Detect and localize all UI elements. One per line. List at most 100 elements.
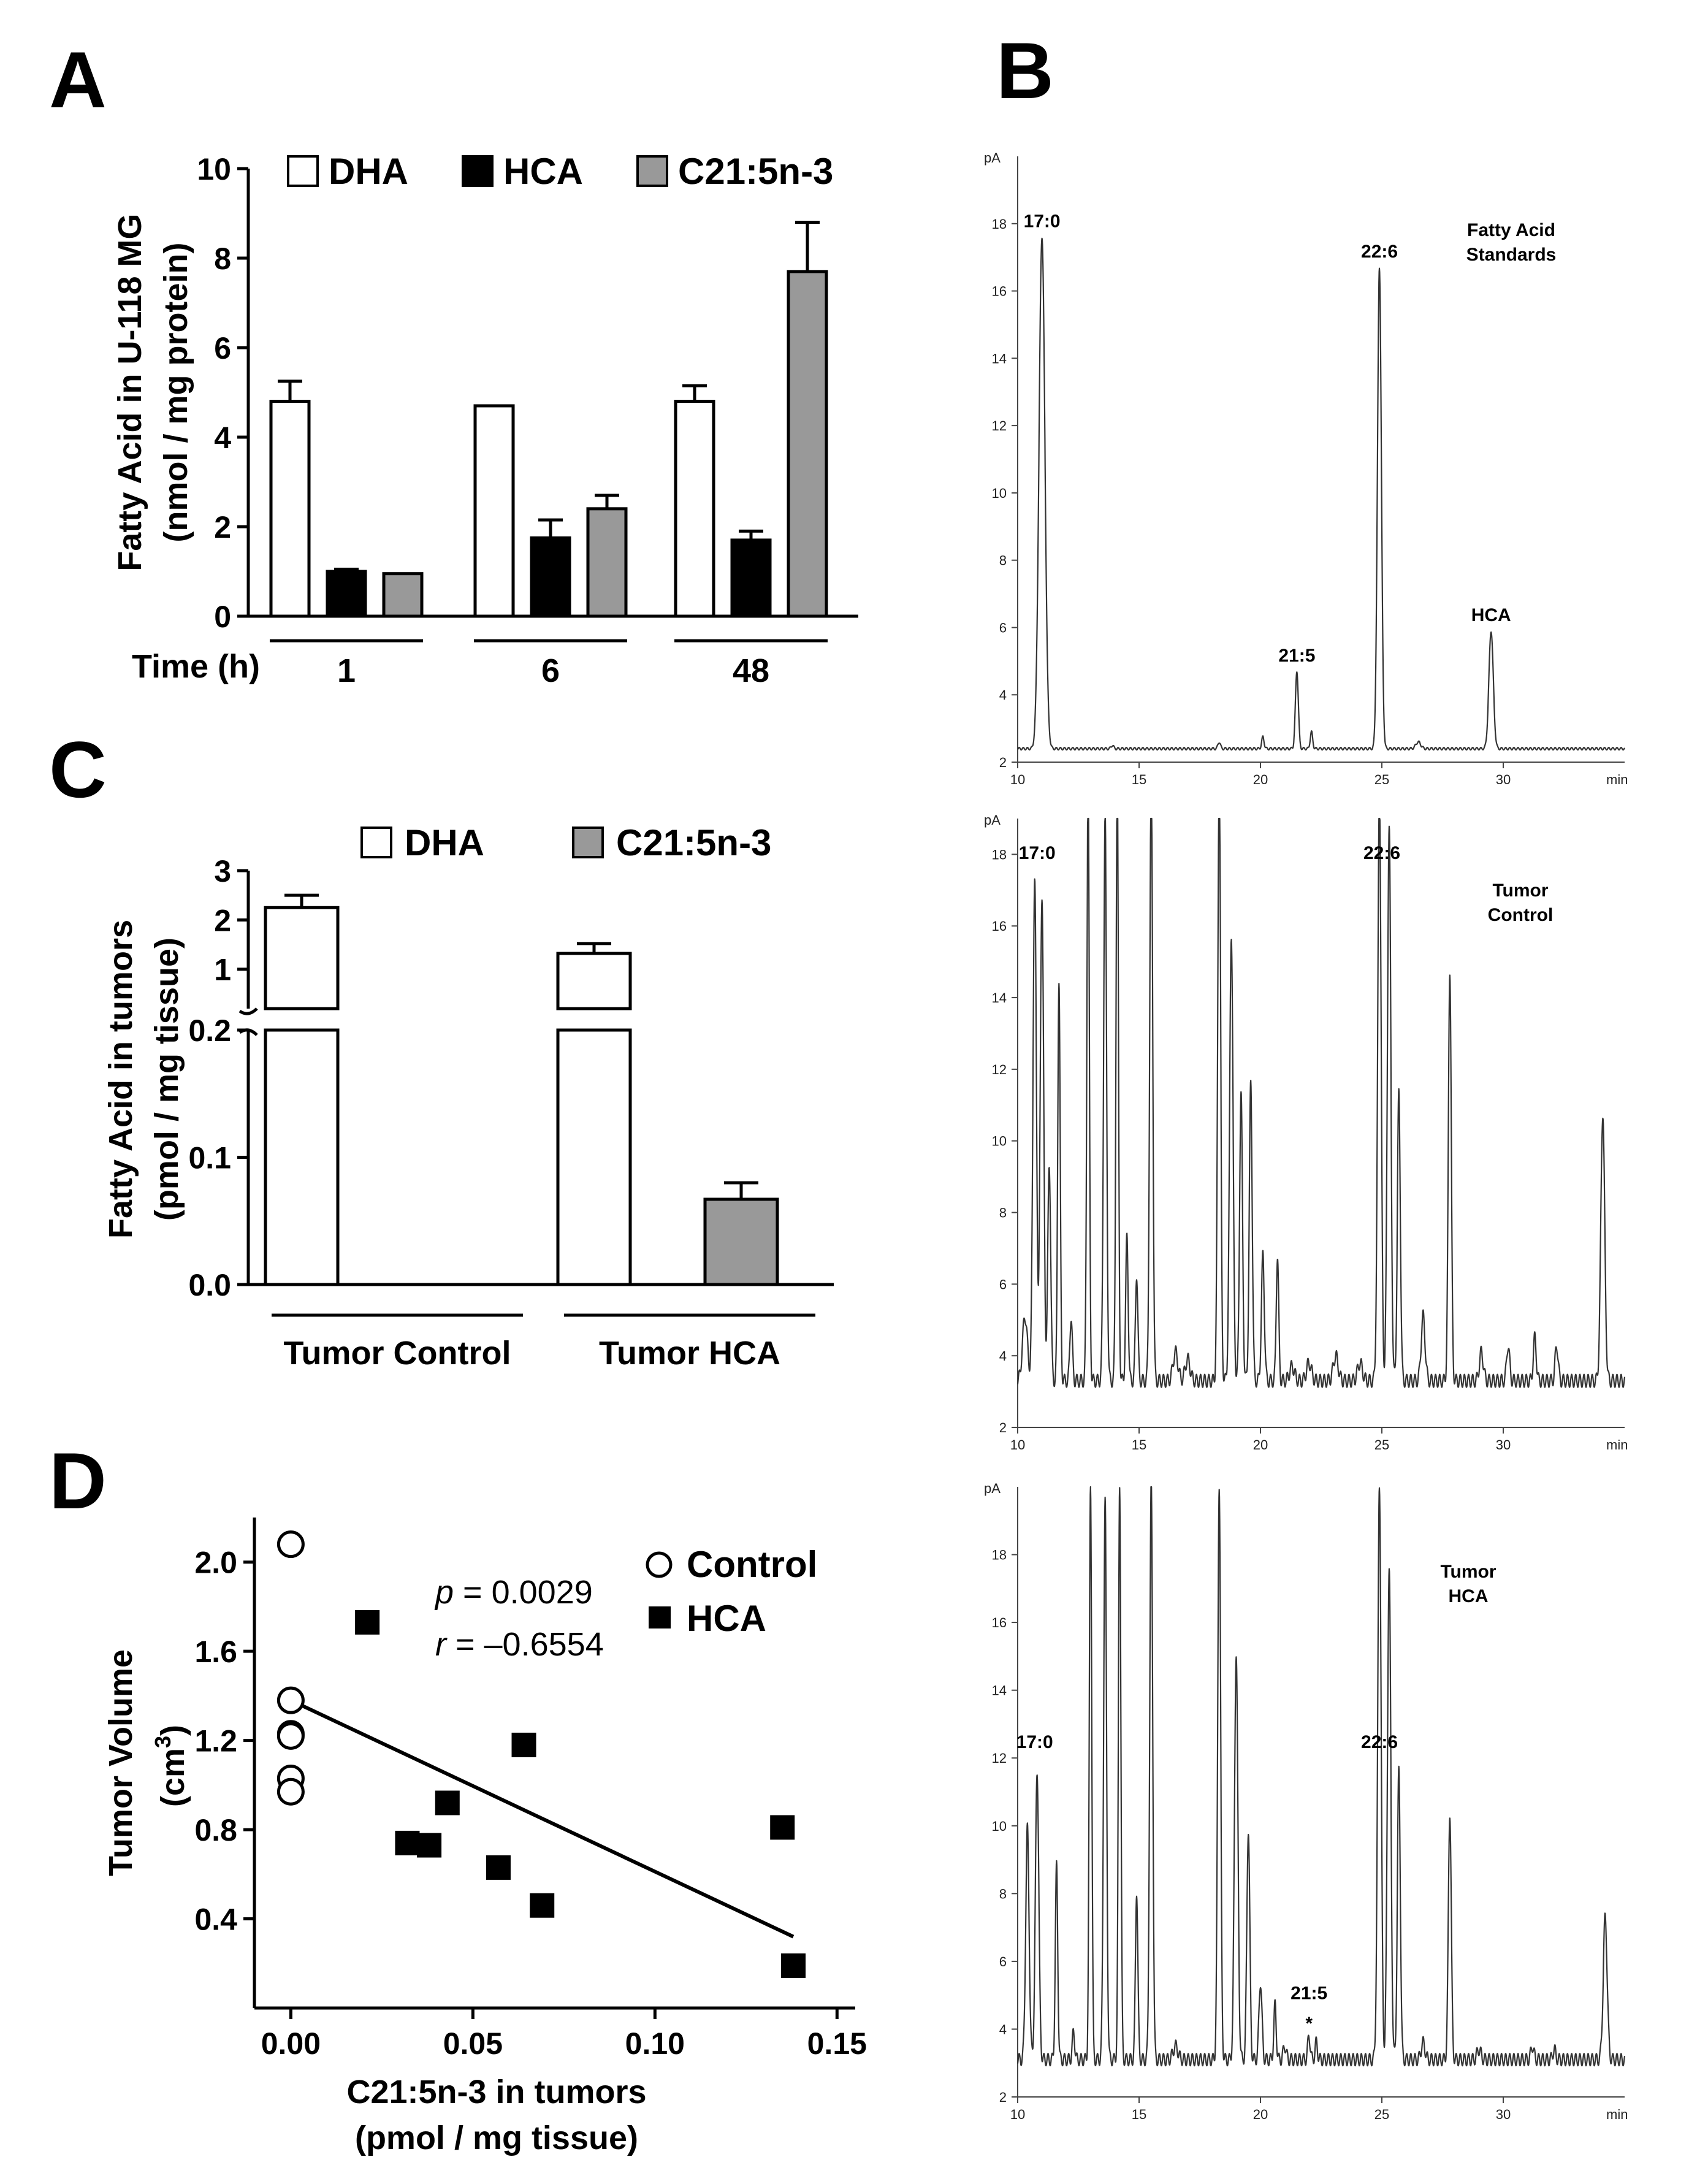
data-point-hca [435,1790,460,1816]
y-tick-label: 16 [992,918,1007,934]
panel-label-c: C [49,725,107,814]
chart-panel-b: 2 4 6 8 10 12 14 16 18 pA 10 15 20 25 30 min 17:0 21:5 22:… [984,150,1628,2122]
axis-break-mark [238,1007,258,1015]
y-axis-title: Fatty Acid in U-118 MG [112,213,148,571]
y-tick-label: 14 [992,990,1007,1006]
y-tick-label: 12 [992,1751,1007,1766]
y-axis-unit-part: (cm [154,1748,191,1807]
panel-label-b: B [996,26,1054,115]
r-value: = –0.6554 [446,1626,604,1663]
chromatogram: 2 4 6 8 10 12 14 16 18 pA 10 15 20 25 30 min 17:0 22:6 21:… [984,1481,1628,2122]
r-value-stat: r = –0.6554 [435,1626,604,1663]
y-tick-label: 2 [999,755,1007,770]
peak-label: 22:6 [1363,843,1400,863]
y-tick-label: 10 [992,486,1007,501]
y-tick-label: 2 [214,903,231,937]
x-tick-label: 20 [1253,1437,1268,1453]
legend-marker-control [646,1551,673,1578]
chromatogram-title: Tumor [1492,880,1548,901]
y-tick-label: 4 [999,2022,1007,2037]
y-tick-label: 12 [992,1062,1007,1077]
y-tick-label: 1 [214,953,231,987]
y-tick-label: 8 [999,1886,1007,1901]
data-point-control [276,1530,305,1559]
data-point-control [276,1722,305,1750]
data-point-hca [486,1855,511,1880]
chromatogram: 2 4 6 8 10 12 14 16 18 pA 10 15 20 25 30 min 17:0 21:5 22:… [984,150,1628,787]
y-tick-label: 10 [992,1134,1007,1149]
chromatogram-trace [1017,237,1625,751]
y-tick-label: 16 [992,284,1007,299]
bar [787,270,828,618]
peak-label: * [1305,2014,1313,2034]
y-tick-label: 2 [214,510,231,544]
legend-label: HCA [503,151,583,192]
chromatogram-title: Standards [1466,245,1557,265]
y-tick-label: 18 [992,1548,1007,1563]
legend-label: C21:5n-3 [678,151,833,192]
x-axis-unit: min [1606,772,1628,787]
peak-label: 21:5 [1278,646,1315,666]
y-axis-unit-superscript: 3 [150,1736,175,1748]
y-tick-label: 0.2 [188,1014,231,1048]
y-axis-unit: pA [984,150,1001,166]
y-tick-label: 8 [999,1205,1007,1221]
y-tick-label: 6 [999,620,1007,635]
y-axis-title: Fatty Acid in tumors [102,920,139,1239]
y-tick-label: 0.1 [188,1141,231,1175]
data-point-hca [395,1830,420,1855]
data-point-hca [781,1953,806,1978]
bar-lower-segment [264,1028,340,1286]
bar [730,538,772,618]
y-tick-label: 10 [197,152,231,186]
bar [473,404,515,618]
x-tick-label: 0.10 [625,2026,685,2061]
x-category-label: 1 [337,652,356,689]
x-axis-unit: min [1606,2107,1628,2122]
bar [703,1197,779,1286]
legend-label: DHA [405,822,484,863]
y-tick-label: 0.4 [194,1903,237,1937]
legend-swatch [360,827,392,858]
x-tick-label: 0.15 [807,2026,867,2061]
peak-label: HCA [1471,605,1511,625]
x-category-label: Tumor HCA [599,1335,780,1372]
x-category-label: 6 [541,652,560,689]
data-point-hca [417,1833,442,1858]
x-category-label: 48 [733,652,769,689]
y-tick-label: 16 [992,1615,1007,1630]
y-tick-label: 4 [214,421,231,455]
y-tick-label: 4 [999,687,1007,703]
x-axis-title: Time (h) [132,648,260,685]
data-point-control [276,1686,305,1714]
p-value: = 0.0029 [454,1574,593,1611]
y-tick-label: 4 [999,1348,1007,1364]
peak-label: 21:5 [1291,1983,1327,2003]
regression-line [290,1698,795,1939]
y-tick-label: 6 [999,1277,1007,1292]
data-point-hca [355,1609,380,1635]
bar-upper-segment [264,906,340,1010]
peak-label: 22:6 [1361,1732,1398,1752]
legend-label: C21:5n-3 [616,822,771,863]
legend-marker-hca [649,1606,671,1628]
x-tick-label: 10 [1010,2107,1025,2122]
legend-swatch [287,155,319,187]
peak-label: 22:6 [1361,242,1398,262]
bar [382,572,424,618]
chromatogram-title: Fatty Acid [1467,220,1555,240]
peak-label: 17:0 [1024,212,1061,232]
data-point-hca [530,1893,555,1918]
y-tick-label: 0.0 [188,1268,231,1302]
y-tick-label: 14 [992,1683,1007,1698]
x-tick-label: 10 [1010,772,1025,787]
legend-swatch [636,155,668,187]
y-axis-unit: pA [984,1481,1001,1496]
y-tick-label: 12 [992,418,1007,433]
panel-label-d: D [49,1436,107,1525]
bar [674,400,715,618]
y-tick-label: 18 [992,847,1007,862]
bar [586,507,628,618]
legend-label: HCA [687,1598,766,1639]
x-tick-label: 20 [1253,772,1268,787]
